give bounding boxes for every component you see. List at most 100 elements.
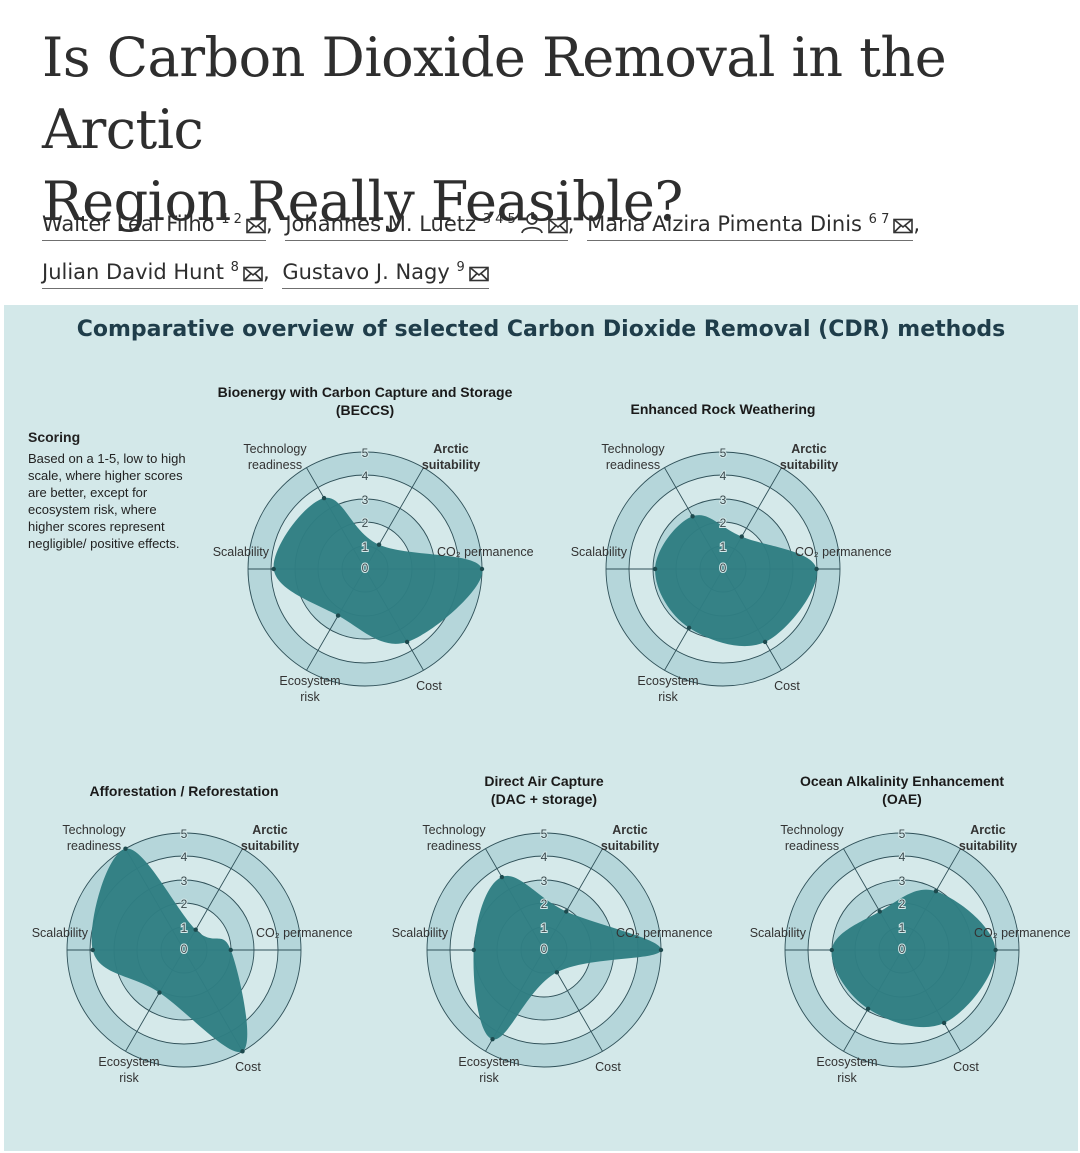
author-affiliation: 3 4 5 [482,212,516,227]
chart-title: Afforestation / Reforestation [89,783,278,799]
axis-label-arctic-suitability: Arctic [252,823,287,837]
chart-title: (DAC + storage) [491,791,597,807]
data-point [376,542,382,547]
axis-label-technology-readiness: readiness [67,839,121,853]
axis-label-scalability: Scalability [32,926,89,940]
scale-label: 3 [899,874,906,888]
radar-charts: Bioenergy with Carbon Capture and Storag… [32,384,1071,1085]
axis-label-technology-readiness: Technology [780,823,844,837]
axis-label-cost: Cost [595,1060,621,1074]
data-point [157,990,162,995]
axis-label-scalability: Scalability [213,545,270,559]
data-point [404,639,410,645]
article-title: Is Carbon Dioxide Removal in the Arctic … [42,22,1062,238]
scale-label: 4 [362,469,369,483]
axis-label-ecosystem-risk: risk [479,1071,499,1085]
radar-chart: Afforestation / Reforestation 0 1 2 3 4 5 Techn… [32,783,353,1085]
author-affiliation: 1 2 [221,212,242,227]
data-area [655,515,817,647]
scale-label: 1 [899,921,906,935]
axis-label-co2-permanence: CO₂ permanence [437,545,534,559]
axis-label-cost: Cost [235,1060,261,1074]
axis-label-cost: Cost [953,1060,979,1074]
data-point [335,613,341,618]
scoring-legend: Scoring Based on a 1-5, low to high scal… [28,429,188,552]
scoring-heading: Scoring [28,429,81,445]
author-link[interactable]: Walter Leal Filho 1 2 [42,212,266,241]
author-affiliation: 6 7 [868,212,890,227]
scale-label: 0 [541,942,548,956]
scale-label: 3 [181,874,188,888]
data-point [933,889,939,894]
axis-label-cost: Cost [774,679,800,693]
radar-chart: Ocean Alkalinity Enhancement (OAE) 0 1 2 3 4 5 T… [750,773,1071,1085]
data-point [123,846,128,851]
envelope-icon [243,266,263,282]
axis-label-ecosystem-risk: risk [837,1071,857,1085]
author-list: Walter Leal Filho 1 2, Johannes M. Luetz… [42,198,1062,294]
scale-label: 1 [720,540,727,554]
envelope-icon [893,218,914,234]
data-point [686,625,692,630]
data-point [564,909,569,914]
scale-label: 2 [541,897,548,911]
chart-title: (OAE) [882,791,922,807]
author-name: Walter Leal Filho [42,212,215,236]
axis-label-arctic-suitability: suitability [601,839,659,853]
scale-label: 4 [899,850,906,864]
data-point [690,514,695,519]
axis-label-arctic-suitability: Arctic [970,823,1005,837]
scale-label: 5 [720,446,727,460]
axis-label-arctic-suitability: Arctic [612,823,647,837]
data-point [479,566,485,572]
envelope-icon [547,218,568,234]
author-affiliation: 9 [456,260,465,275]
axis-label-ecosystem-risk: Ecosystem [98,1055,159,1069]
axis-label-co2-permanence: CO₂ permanence [795,545,892,559]
chart-title: Ocean Alkalinity Enhancement [800,773,1004,789]
axis-label-technology-readiness: Technology [422,823,486,837]
axis-label-scalability: Scalability [750,926,807,940]
chart-title: (BECCS) [336,402,394,418]
chart-title: Bioenergy with Carbon Capture and Storag… [218,384,513,400]
scale-label: 4 [541,850,548,864]
scale-label: 3 [720,493,727,507]
chart-title: Direct Air Capture [484,773,604,789]
author-affiliation: 8 [230,260,239,275]
axis-label-technology-readiness: Technology [243,442,307,456]
author-link[interactable]: Gustavo J. Nagy 9 [282,260,489,289]
author-link[interactable]: Johannes M. Luetz 3 4 5 [285,212,568,241]
person-icon [520,213,543,234]
scale-label: 0 [181,942,188,956]
scale-label: 2 [181,897,188,911]
axis-label-scalability: Scalability [571,545,628,559]
data-point [814,566,819,572]
axis-label-arctic-suitability: Arctic [433,442,468,456]
scale-label: 5 [541,827,548,841]
axis-label-ecosystem-risk: risk [658,690,678,704]
scale-label: 5 [181,827,188,841]
scoring-text: Based on a 1-5, low to high scale, where… [28,451,186,551]
axis-label-ecosystem-risk: Ecosystem [279,674,340,688]
data-point [941,1020,947,1026]
axis-label-arctic-suitability: suitability [780,458,838,472]
scale-label: 1 [541,921,548,935]
data-point [993,947,998,953]
data-area [473,875,662,1040]
axis-label-technology-readiness: readiness [427,839,481,853]
author-link[interactable]: Maria Alzira Pimenta Dinis 6 7 [587,212,914,241]
data-point [554,970,560,975]
axis-label-arctic-suitability: suitability [959,839,1017,853]
author-name: Maria Alzira Pimenta Dinis [587,212,862,236]
axis-label-co2-permanence: CO₂ permanence [256,926,353,940]
axis-label-scalability: Scalability [392,926,449,940]
radar-chart: Direct Air Capture (DAC + storage) 0 1 2 3 4 5 T… [392,773,713,1085]
axis-label-co2-permanence: CO₂ permanence [974,926,1071,940]
radar-chart: Bioenergy with Carbon Capture and Storag… [213,384,534,704]
figure-title: Comparative overview of selected Carbon … [76,317,1006,342]
axis-label-technology-readiness: readiness [785,839,839,853]
scale-label: 2 [720,516,727,530]
author-link[interactable]: Julian David Hunt 8 [42,260,263,289]
scale-label: 0 [720,561,727,575]
scale-label: 4 [720,469,727,483]
